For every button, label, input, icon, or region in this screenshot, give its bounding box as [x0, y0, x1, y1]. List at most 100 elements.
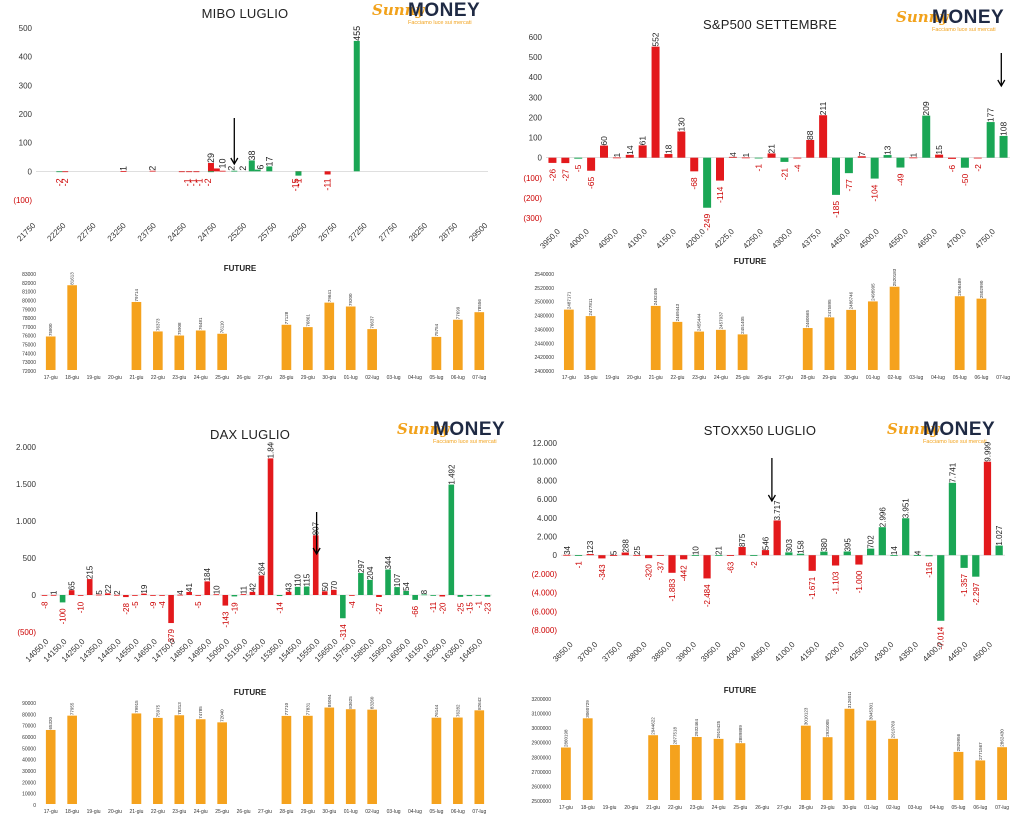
arrowhead [767, 494, 776, 503]
option-bar [831, 555, 840, 566]
bar-value-label: 123 [586, 540, 595, 554]
future-value-label: 79915 [134, 700, 139, 713]
future-value-label: 65320 [48, 716, 53, 729]
future-value-label: 2931005 [825, 719, 830, 737]
x-tick-label: 24-giu [194, 375, 208, 381]
y-tick-label: (500) [17, 628, 36, 637]
bar-value-label: -320 [645, 564, 654, 581]
bar-value-label: -27 [375, 602, 384, 614]
x-tick-label: 02-lug [365, 809, 379, 815]
x-tick-label: 18-giu [65, 375, 79, 381]
future-bar [153, 717, 163, 804]
x-tick-label: 29-giu [822, 375, 836, 381]
y-tick-label: 0 [32, 591, 37, 600]
future-bar [976, 298, 987, 370]
bar-value-label: -15 [465, 602, 474, 614]
bar-value-label: 10 [691, 546, 700, 555]
bar-value-label: -379 [167, 628, 176, 645]
bar-value-label: 1.492 [447, 464, 456, 485]
future-value-label: 2944622 [651, 717, 656, 735]
future-bar [45, 336, 56, 370]
bar-value-label: 34 [563, 545, 572, 554]
y-tick-label: (100) [13, 196, 32, 205]
bar-value-label: -20 [438, 602, 447, 614]
bar-value-label: 2 [238, 166, 248, 171]
y-tick-label: 90000 [22, 701, 36, 707]
x-tick-label: 24250 [166, 221, 188, 243]
y-tick-label: 200 [529, 113, 543, 122]
sp500-panel: S&P500 SETTEMBRE Sunny MONEY Facciamo luce… [510, 0, 1024, 400]
x-tick-label: 3650,0 [551, 640, 575, 664]
future-value-label: 76481 [198, 317, 203, 330]
option-bar [59, 595, 66, 603]
bar-value-label: 297 [357, 559, 366, 573]
future-bar [563, 309, 574, 370]
bar-value-label: -343 [598, 564, 607, 581]
y-tick-label: 100 [19, 139, 33, 148]
option-bar [120, 171, 127, 172]
bar-value-label: 2 [226, 166, 236, 171]
bar-value-label: -37 [656, 561, 665, 573]
bar-value-label: 702 [867, 535, 876, 549]
future-value-label: 2502990 [979, 280, 984, 298]
x-tick-label: 21-giu [649, 375, 663, 381]
bar-value-label: 14 [890, 546, 899, 555]
option-bar [586, 554, 594, 556]
x-tick-label: 24-giu [194, 809, 208, 815]
bar-value-label: 115 [303, 573, 312, 586]
option-bar [728, 156, 737, 158]
future-bar [174, 715, 185, 804]
option-bar [561, 157, 570, 164]
option-bar [168, 595, 174, 624]
option-bar [937, 555, 945, 621]
y-tick-label: 3200000 [532, 697, 552, 703]
future-value-label: 76144 [434, 704, 439, 717]
x-tick-label: 4000,0 [724, 640, 748, 664]
bar-value-label: 50 [321, 582, 330, 591]
x-tick-label: 4300,0 [872, 640, 896, 664]
future-label: FUTURE [233, 688, 267, 697]
option-bar [703, 555, 711, 579]
x-tick-label: 07-lug [995, 805, 1009, 811]
future-value-label: 78313 [177, 702, 182, 715]
bar-value-label: -1 [183, 178, 193, 186]
x-tick-label: 4500,0 [857, 227, 881, 251]
option-bar [922, 115, 931, 158]
option-bar [716, 157, 724, 181]
y-tick-label: 73000 [22, 360, 36, 366]
x-tick-label: 28250 [407, 221, 429, 243]
bar-value-label: 2 [113, 590, 122, 595]
y-tick-label: 12.000 [533, 439, 558, 448]
x-tick-label: 18-giu [584, 375, 598, 381]
future-value-label: 2919425 [716, 720, 721, 738]
x-tick-label: 3950,0 [538, 227, 562, 251]
dax-options-chart: (500) 0 500 1.000 1.500 2.000 -8 1 -100 65 -10 215 5… [16, 442, 493, 664]
future-bar [195, 719, 206, 804]
future-value-label: 83625 [348, 696, 353, 709]
option-bar [193, 171, 200, 173]
option-bar [376, 595, 382, 597]
future-value-label: 2520183 [892, 268, 897, 286]
option-bar [973, 157, 982, 159]
x-tick-label: 06-lug [974, 375, 988, 381]
y-tick-label: 2480000 [535, 314, 555, 320]
future-bar [670, 744, 680, 800]
option-bar [668, 555, 676, 573]
option-bar [403, 591, 409, 595]
y-tick-label: 2600000 [532, 784, 552, 790]
option-bar [767, 153, 776, 158]
y-tick-label: 74000 [22, 351, 36, 357]
x-tick-label: 17-giu [559, 805, 573, 811]
x-tick-label: 3800,0 [625, 640, 649, 664]
future-value-label: 2469443 [675, 303, 680, 321]
option-bar [77, 595, 84, 596]
future-value-label: 2829956 [956, 733, 961, 751]
y-tick-label: 500 [529, 53, 543, 62]
chart-title: MIBO LUGLIO [201, 6, 289, 21]
x-tick-label: 3850,0 [650, 640, 674, 664]
future-bar [345, 709, 356, 804]
y-tick-label: (200) [523, 194, 542, 203]
y-tick-label: 72000 [22, 369, 36, 375]
x-tick-label: 30-giu [322, 809, 336, 815]
x-tick-label: 18-giu [65, 809, 79, 815]
